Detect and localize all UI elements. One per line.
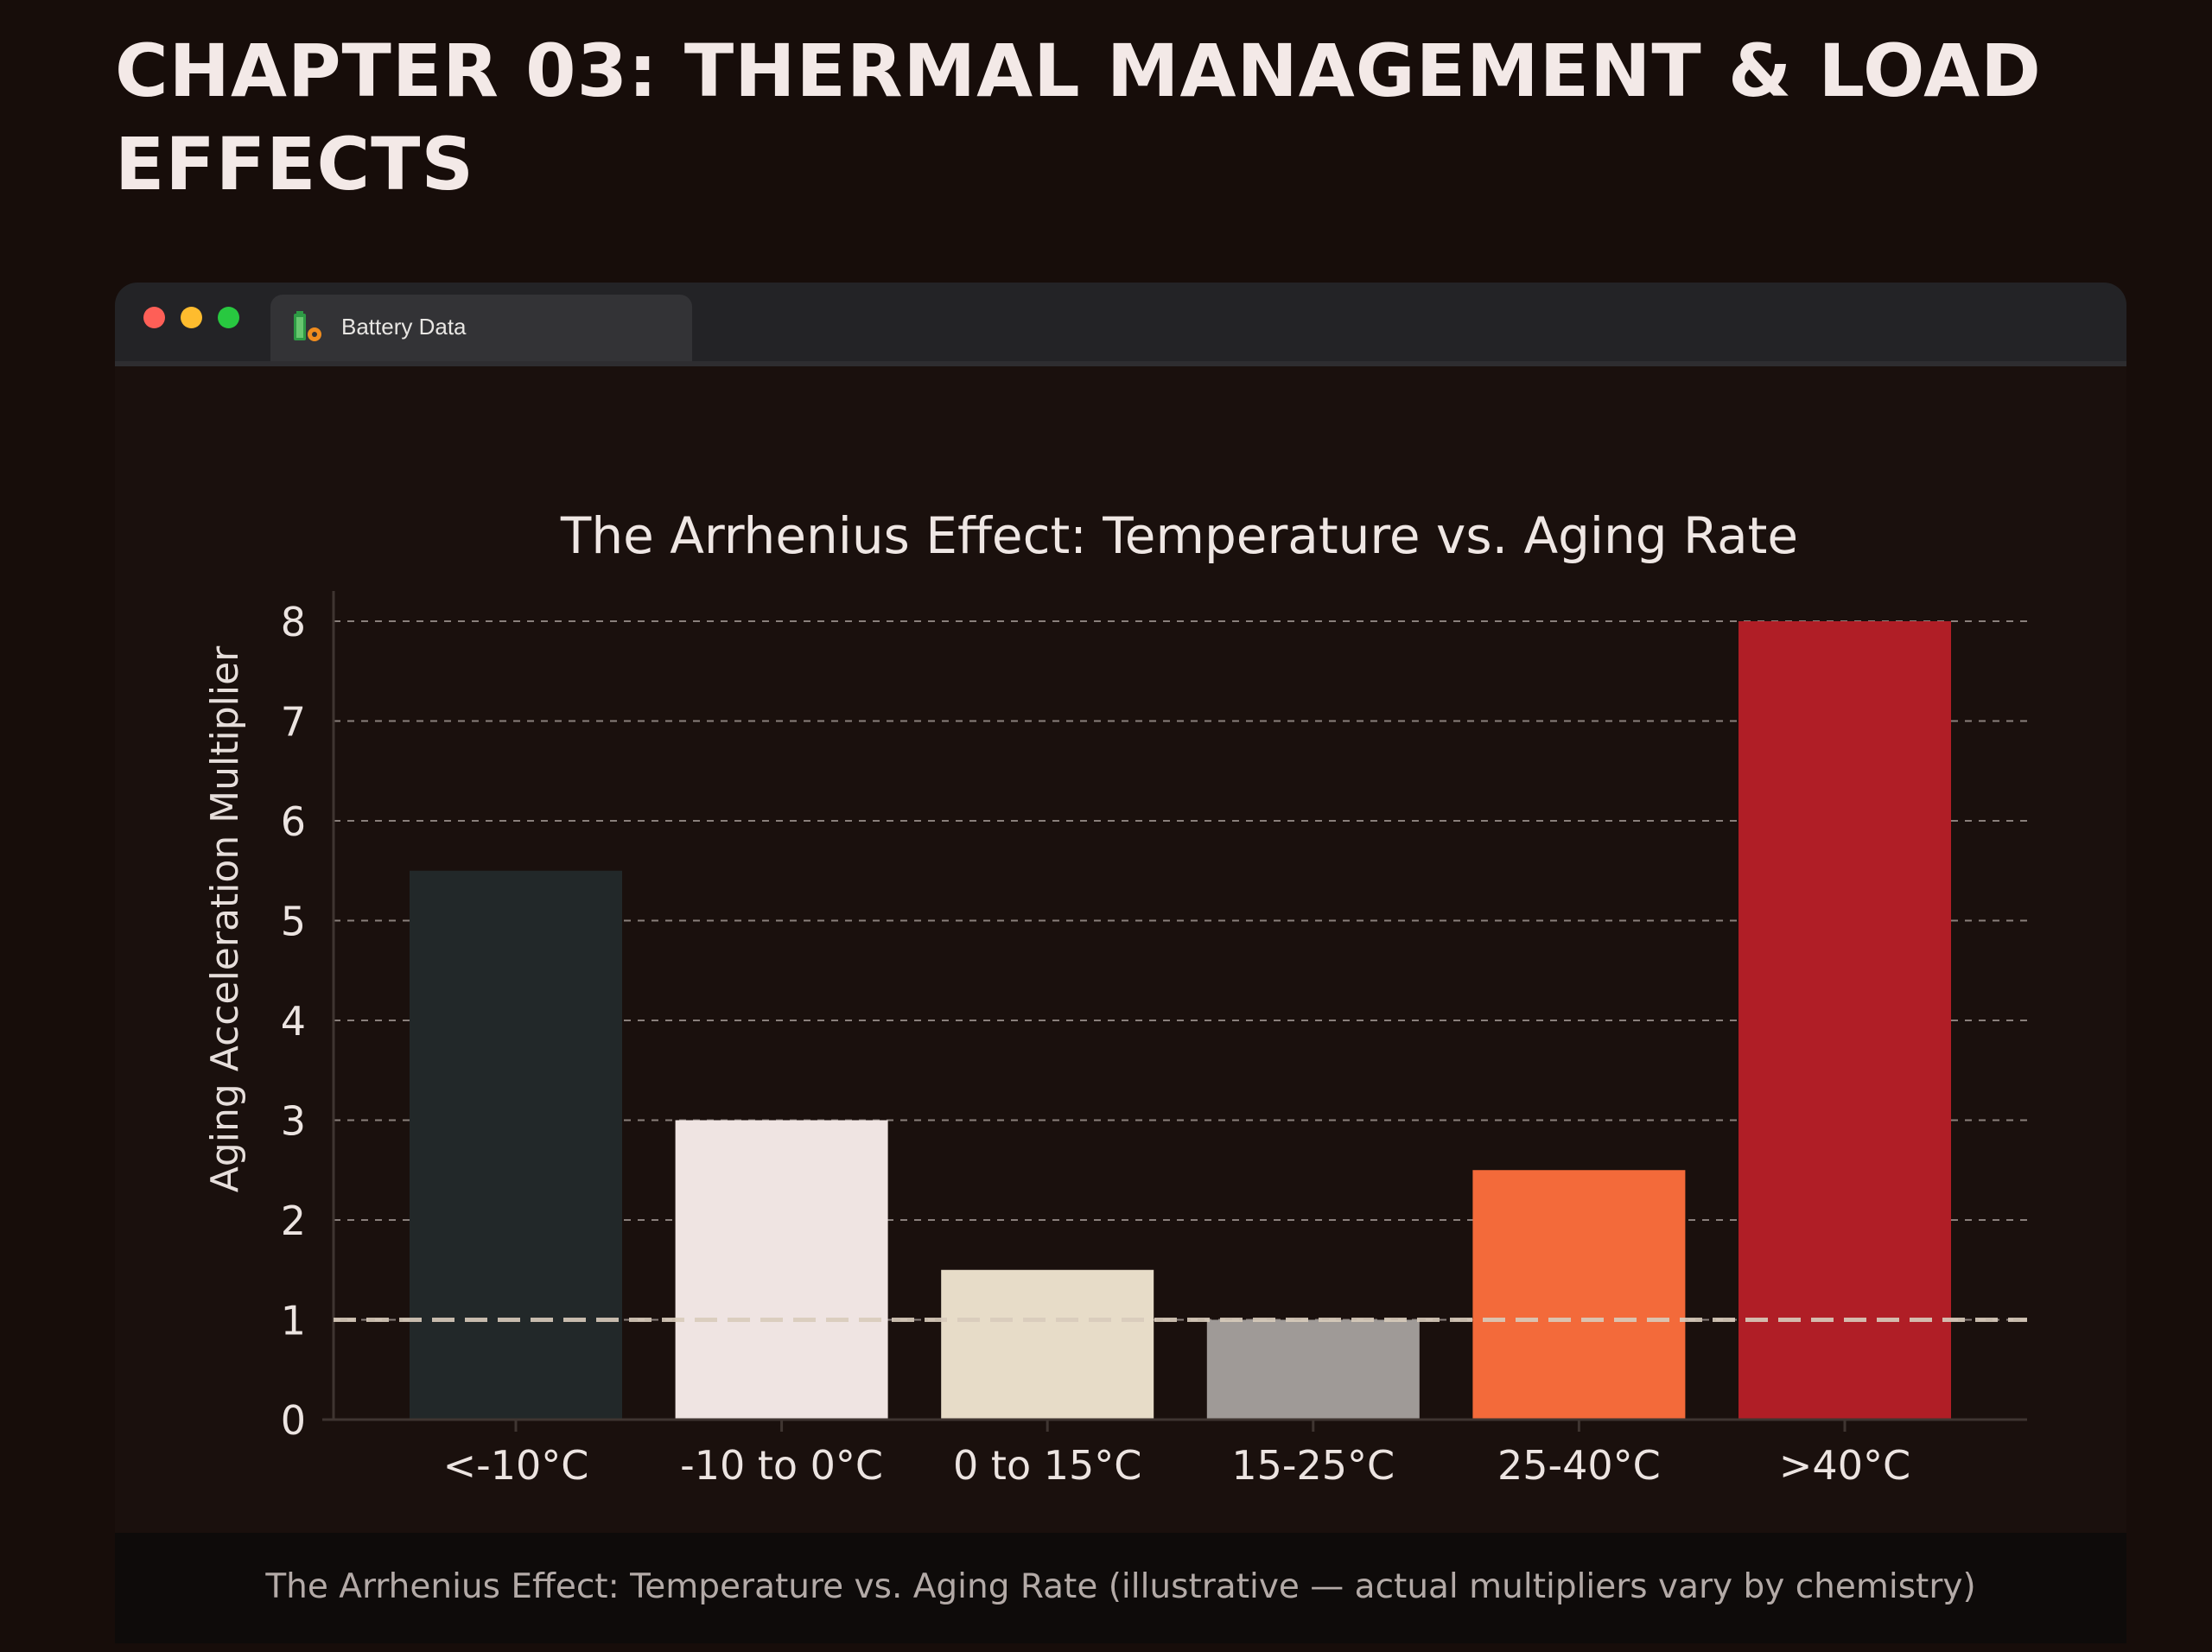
close-window-button[interactable] (143, 307, 165, 328)
y-tick-label: 2 (281, 1198, 306, 1244)
titlebar-divider (115, 361, 2126, 366)
bars (410, 621, 1951, 1420)
window-titlebar: Battery Data (115, 283, 2126, 361)
y-tick-label: 8 (281, 599, 306, 645)
bar (410, 870, 622, 1420)
chart-caption: The Arrhenius Effect: Temperature vs. Ag… (265, 1567, 1976, 1606)
x-tick-label: 0 to 15°C (953, 1442, 1141, 1489)
y-tick-label: 1 (281, 1298, 306, 1344)
axes (322, 591, 2027, 1432)
x-tick-label: 25-40°C (1497, 1442, 1661, 1489)
chart-title: The Arrhenius Effect: Temperature vs. Ag… (560, 506, 1798, 565)
minimize-window-button[interactable] (181, 307, 202, 328)
y-tick-label: 7 (281, 699, 306, 746)
tab-title: Battery Data (341, 314, 467, 340)
tab-battery-data[interactable]: Battery Data (270, 295, 692, 361)
caption-bar: The Arrhenius Effect: Temperature vs. Ag… (115, 1533, 2126, 1643)
y-tick-label: 5 (281, 899, 306, 945)
page-heading: CHAPTER 03: THERMAL MANAGEMENT & LOAD EF… (115, 29, 2042, 206)
bar-chart: The Arrhenius Effect: Temperature vs. Ag… (203, 506, 2027, 1489)
bar (1738, 621, 1951, 1420)
battery-gear-icon (291, 309, 326, 344)
maximize-window-button[interactable] (218, 307, 239, 328)
bar (675, 1120, 888, 1420)
chart-panel: The Arrhenius Effect: Temperature vs. Ag… (115, 366, 2126, 1533)
y-axis-label: Aging Acceleration Multiplier (203, 645, 247, 1192)
x-tick-label: >40°C (1779, 1442, 1910, 1489)
bar (941, 1269, 1154, 1420)
bar (1206, 1319, 1420, 1420)
app-window: Battery Data The Arrhenius Effect: Tempe… (115, 283, 2126, 1643)
y-tick-label: 6 (281, 798, 306, 845)
y-tick-label: 0 (281, 1397, 306, 1444)
bar (1472, 1170, 1686, 1420)
x-tick-label: -10 to 0°C (680, 1442, 883, 1489)
y-tick-label: 3 (281, 1098, 306, 1145)
tick-labels: 0 1 2 3 4 5 6 7 8 <-10°C -10 to 0°C 0 to 15°C 15-25°… (281, 599, 1910, 1489)
x-tick-label: 15-25°C (1231, 1442, 1395, 1489)
y-tick-label: 4 (281, 998, 306, 1045)
x-tick-label: <-10°C (443, 1442, 589, 1489)
